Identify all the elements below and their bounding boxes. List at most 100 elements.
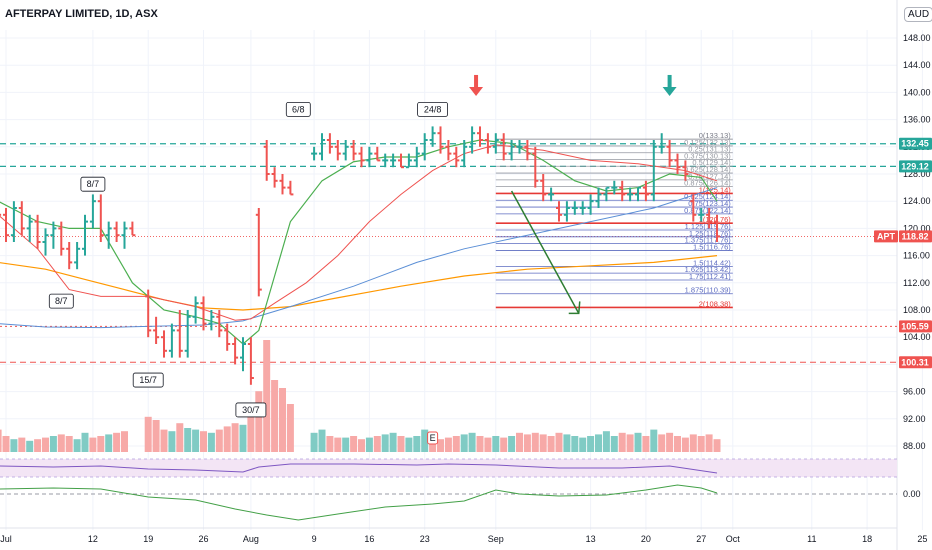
- price-label-text: 100.31: [901, 357, 929, 367]
- ma-50-line: [0, 144, 718, 321]
- price-label-text: 129.12: [901, 161, 929, 171]
- volume-bar: [429, 437, 437, 452]
- volume-bar: [318, 429, 326, 452]
- volume-bar: [18, 437, 26, 452]
- y-tick-label: 140.00: [903, 87, 931, 97]
- volume-bar: [239, 424, 247, 452]
- volume-bar: [81, 432, 89, 452]
- ma-100-line: [0, 187, 718, 329]
- volume-bar: [452, 436, 460, 452]
- oscillator-tick-label: 0.00: [903, 489, 921, 499]
- date-annotation-label: 24/8: [424, 104, 442, 114]
- date-annotation-box: [80, 176, 106, 192]
- x-tick-label: Sep: [488, 534, 504, 544]
- volume-bar: [231, 423, 239, 452]
- fib-level-label: 1.5(116.76): [693, 242, 731, 251]
- down-arrow-teal-icon-head: [662, 86, 677, 96]
- x-tick-label: Jul: [0, 534, 12, 544]
- y-tick-label: 136.00: [903, 115, 931, 125]
- volume-bar: [2, 436, 10, 452]
- volume-bar: [405, 437, 413, 452]
- y-tick-label: 108.00: [903, 305, 931, 315]
- volume-bar: [444, 437, 452, 452]
- y-tick-label: 96.00: [903, 387, 926, 397]
- volume-bar: [508, 436, 516, 452]
- date-annotation-box: [235, 402, 267, 418]
- volume-bar: [358, 439, 365, 452]
- y-tick-label: 124.00: [903, 196, 931, 206]
- price-label-text: 132.45: [901, 139, 929, 149]
- fib-level-label: 0.5(129.14): [692, 158, 731, 167]
- volume-bar: [389, 432, 397, 452]
- volume-bar: [571, 436, 579, 452]
- volume-bar: [105, 434, 113, 452]
- y-tick-label: 92.00: [903, 414, 926, 424]
- y-tick-label: 120.00: [903, 223, 931, 233]
- volume-bar: [10, 439, 18, 452]
- volume-bar: [223, 426, 231, 452]
- price-label-box: [899, 320, 932, 333]
- fib-level-label: 0.75(127.14): [688, 172, 731, 181]
- volume-bar: [334, 437, 342, 452]
- volume-bar: [642, 436, 650, 452]
- fib-level-label: 2(108.38): [699, 299, 732, 308]
- volume-bar: [705, 434, 713, 452]
- volume-bar: [381, 434, 389, 452]
- date-annotation-label: 8/7: [87, 179, 100, 189]
- volume-bar: [500, 437, 508, 452]
- volume-bar: [121, 431, 128, 452]
- volume-bar: [579, 437, 587, 452]
- volume-bar: [365, 437, 373, 452]
- date-annotation-box: [417, 102, 449, 117]
- volume-bar: [373, 436, 381, 452]
- date-annotation-label: 6/8: [292, 104, 305, 114]
- volume-bar: [531, 432, 539, 452]
- volume-bar: [484, 437, 492, 452]
- date-annotation-label: 8/7: [55, 296, 68, 306]
- y-tick-label: 128.00: [903, 169, 931, 179]
- fib-level-label: 1.375(117.76): [685, 236, 732, 245]
- oscillator-line: [0, 484, 718, 521]
- volume-bar: [326, 436, 334, 452]
- volume-bar: [215, 429, 223, 452]
- volume-bar: [468, 432, 476, 452]
- volume-bar: [523, 434, 531, 452]
- fib-level-label: 1.25(118.76): [689, 229, 731, 238]
- chart-title: AFTERPAY LIMITED, 1D, ASX: [5, 8, 158, 20]
- fib-level-label: 0.25(131.13): [688, 145, 731, 154]
- volume-bar: [207, 432, 215, 452]
- fib-level-label: 0.625(128.14): [684, 165, 731, 174]
- volume-bar: [168, 431, 176, 452]
- volume-bar: [563, 434, 571, 452]
- fib-level-label: 1.625(113.42): [685, 265, 732, 274]
- price-label-text: 118.82: [901, 231, 928, 241]
- volume-bar: [713, 439, 721, 452]
- volume-bar: [263, 340, 271, 452]
- volume-bar: [160, 429, 168, 452]
- fib-level-label: 0.125(132.13): [684, 138, 731, 147]
- date-annotation-label: 30/7: [242, 405, 260, 415]
- volume-bar: [57, 434, 65, 452]
- volume-bar: [666, 432, 674, 452]
- volume-bar: [0, 429, 2, 452]
- fib-level-label: 0(133.13): [699, 131, 732, 140]
- rsi-band: [0, 459, 897, 477]
- projection-arrow-head: [568, 301, 581, 315]
- date-annotation-box: [132, 372, 164, 388]
- volume-bar: [350, 436, 358, 452]
- fib-level-label: 1(125.14): [699, 185, 732, 194]
- volume-bar: [73, 439, 81, 452]
- volume-bar: [255, 391, 263, 452]
- volume-bar: [626, 434, 634, 452]
- price-label-box: [899, 160, 932, 173]
- fib-level-label: 1.5(114.42): [693, 258, 731, 267]
- volume-bar: [271, 380, 279, 452]
- fib-level-label: 0.375(130.13): [684, 152, 731, 161]
- currency-button[interactable]: AUD: [904, 7, 932, 22]
- volume-bar: [547, 436, 555, 452]
- fib-level-label: 0.75(123.14): [688, 199, 731, 208]
- volume-bar: [247, 404, 255, 452]
- x-tick-label: 27: [696, 534, 706, 544]
- fib-level-label: 0.875(122.14): [684, 206, 731, 215]
